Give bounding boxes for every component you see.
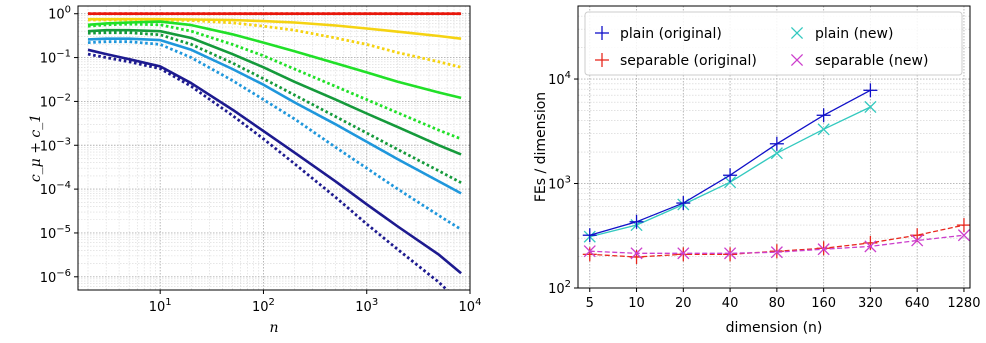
left-series-line-3 bbox=[88, 18, 462, 69]
legend-marker-separable-original bbox=[595, 53, 609, 67]
left-series-line-10 bbox=[87, 48, 462, 275]
legend-label-separable-new: separable (new) bbox=[815, 53, 928, 69]
right-series-1-point-3 bbox=[723, 247, 738, 262]
left-series-line-9 bbox=[87, 40, 462, 231]
left-ticks: 101 102 103 104 100 10−1 10−2 10−3 10−4 10−5 10−6 bbox=[40, 5, 482, 315]
left-y-tick-label-0: 100 bbox=[48, 5, 71, 23]
right-series-0-point-4 bbox=[769, 136, 784, 151]
right-series-line-1 bbox=[589, 224, 965, 258]
right-x-tick-label-3: 40 bbox=[722, 296, 739, 311]
right-x-tick-label-2: 20 bbox=[675, 296, 692, 311]
right-series-0-point-1 bbox=[629, 214, 644, 229]
right-x-axis-label: dimension (n) bbox=[726, 320, 823, 336]
right-chart: 5 10 20 40 80 160 320 640 1280 102 103 104 dimensio… bbox=[533, 5, 980, 336]
right-series-1-point-4 bbox=[769, 244, 784, 259]
left-x-tick-label-2: 103 bbox=[355, 297, 378, 315]
right-series-0-point-6 bbox=[863, 83, 878, 98]
right-series-3-point-1 bbox=[630, 247, 643, 260]
right-legend: plain (original) separable (original) pl… bbox=[584, 11, 963, 76]
legend-marker-separable-new bbox=[790, 53, 804, 67]
left-y-axis-label: c_μ + c_1 bbox=[28, 114, 44, 182]
right-x-tick-label-5: 160 bbox=[811, 296, 836, 311]
right-series-1-point-5 bbox=[816, 241, 831, 256]
right-x-tick-label-4: 80 bbox=[769, 296, 786, 311]
legend-label-plain-original: plain (original) bbox=[620, 26, 722, 42]
right-series-3-point-8 bbox=[957, 229, 970, 242]
right-y-axis-label: FEs / dimension bbox=[533, 92, 549, 202]
left-series-line-6 bbox=[87, 28, 462, 156]
right-series-3-point-0 bbox=[583, 245, 596, 258]
left-y-tick-label-3: 10−3 bbox=[40, 136, 71, 154]
legend-frame bbox=[584, 11, 963, 76]
left-series-group bbox=[87, 12, 462, 290]
right-series-1-point-0 bbox=[582, 247, 597, 262]
left-series-line-4 bbox=[87, 20, 462, 100]
legend-entry-separable-new: separable (new) bbox=[790, 53, 928, 69]
left-y-tick-label-4: 10−4 bbox=[40, 180, 71, 198]
legend-glyph-0 bbox=[595, 26, 609, 40]
right-series-3-point-7 bbox=[911, 234, 924, 247]
right-y-tick-label-0: 102 bbox=[548, 279, 571, 297]
right-series-3-point-4 bbox=[770, 246, 783, 259]
right-series-1-point-2 bbox=[676, 247, 691, 262]
right-series-3-point-5 bbox=[817, 243, 830, 256]
right-x-tick-label-0: 5 bbox=[586, 296, 594, 311]
left-x-axis-label: n bbox=[269, 320, 278, 336]
right-series-3-point-3 bbox=[724, 247, 737, 260]
right-series-0-point-2 bbox=[676, 196, 691, 211]
left-series-line-11 bbox=[87, 52, 450, 290]
right-x-tick-label-7: 640 bbox=[905, 296, 930, 311]
right-series-0-point-0 bbox=[582, 228, 597, 243]
left-y-tick-label-1: 10−1 bbox=[40, 49, 71, 67]
legend-glyph-1 bbox=[595, 53, 609, 67]
right-x-tick-label-8: 1280 bbox=[947, 296, 980, 311]
left-series-line-2 bbox=[88, 17, 462, 40]
left-x-tick-label-0: 101 bbox=[149, 297, 172, 315]
left-x-tick-label-3: 104 bbox=[459, 297, 482, 315]
legend-entry-plain-original: plain (original) bbox=[595, 26, 722, 42]
left-series-line-8 bbox=[87, 37, 462, 195]
right-x-tick-label-1: 10 bbox=[628, 296, 645, 311]
right-ticks: 5 10 20 40 80 160 320 640 1280 102 103 104 bbox=[548, 70, 980, 311]
legend-glyph-3 bbox=[790, 53, 804, 67]
left-y-tick-label-6: 10−6 bbox=[40, 268, 71, 286]
right-y-tick-label-2: 104 bbox=[548, 70, 571, 88]
right-series-1-point-8 bbox=[956, 218, 970, 233]
right-series-3-point-2 bbox=[677, 247, 690, 260]
right-x-tick-label-6: 320 bbox=[858, 296, 883, 311]
right-series-2-point-6 bbox=[864, 100, 877, 114]
legend-marker-plain-original bbox=[595, 26, 609, 40]
right-series-2-point-5 bbox=[817, 123, 830, 136]
right-series-3-point-6 bbox=[864, 240, 877, 253]
left-plot-frame bbox=[77, 5, 471, 291]
right-plot-frame bbox=[577, 5, 971, 289]
right-series-0-point-3 bbox=[723, 168, 738, 183]
legend-entry-separable-original: separable (original) bbox=[595, 53, 757, 69]
right-series-0-point-5 bbox=[816, 108, 831, 123]
legend-glyph-2 bbox=[790, 26, 804, 40]
right-series-line-3 bbox=[589, 234, 965, 254]
left-y-tick-label-2: 10−2 bbox=[40, 92, 71, 110]
right-y-tick-label-1: 103 bbox=[548, 175, 571, 193]
legend-label-plain-new: plain (new) bbox=[815, 26, 893, 42]
legend-label-separable-original: separable (original) bbox=[620, 53, 757, 69]
right-series-1-point-1 bbox=[629, 250, 644, 265]
right-series-group bbox=[582, 83, 970, 265]
left-x-tick-label-1: 102 bbox=[252, 297, 275, 315]
legend-entry-plain-new: plain (new) bbox=[790, 26, 893, 42]
right-series-1-point-6 bbox=[863, 235, 878, 250]
left-y-tick-label-5: 10−5 bbox=[40, 224, 71, 242]
legend-marker-plain-new bbox=[790, 26, 804, 40]
left-chart: 101 102 103 10410010−110−210−310−410−510−6 … bbox=[28, 5, 481, 336]
right-series-2-point-4 bbox=[770, 147, 783, 160]
